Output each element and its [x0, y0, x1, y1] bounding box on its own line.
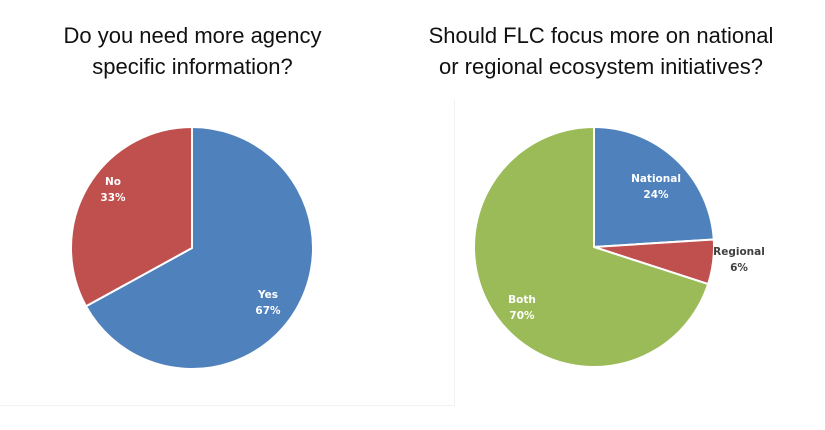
chart-title-line: Do you need more agency: [63, 23, 322, 48]
chart-title-agency-info: Do you need more agency specific informa…: [40, 20, 345, 82]
pie-label-regional: Regional: [713, 246, 765, 258]
chart-title-focus: Should FLC focus more on national or reg…: [415, 20, 787, 82]
pie-slice-both: [473, 126, 710, 368]
pie-slice-yes: [84, 126, 315, 370]
pie-label-both: Both: [508, 294, 536, 306]
pie-label-no: No: [105, 176, 121, 188]
pie-value-no: 33%: [100, 192, 126, 204]
pie-label-yes: Yes: [257, 289, 278, 301]
divider-horizontal: [0, 405, 455, 406]
pie-value-regional: 6%: [730, 262, 748, 274]
chart-title-line: specific information?: [92, 54, 293, 79]
pie-value-yes: 67%: [255, 305, 281, 317]
pie-value-national: 24%: [643, 189, 669, 201]
divider-vertical: [454, 100, 455, 406]
pie-label-national: National: [631, 173, 681, 185]
chart-title-line: or regional ecosystem initiatives?: [438, 54, 764, 79]
chart-title-line: Should FLC focus more on national: [428, 23, 774, 48]
pie-slice-no: [70, 126, 193, 308]
pie-slice-national: [593, 126, 715, 248]
pie-value-both: 70%: [509, 310, 535, 322]
